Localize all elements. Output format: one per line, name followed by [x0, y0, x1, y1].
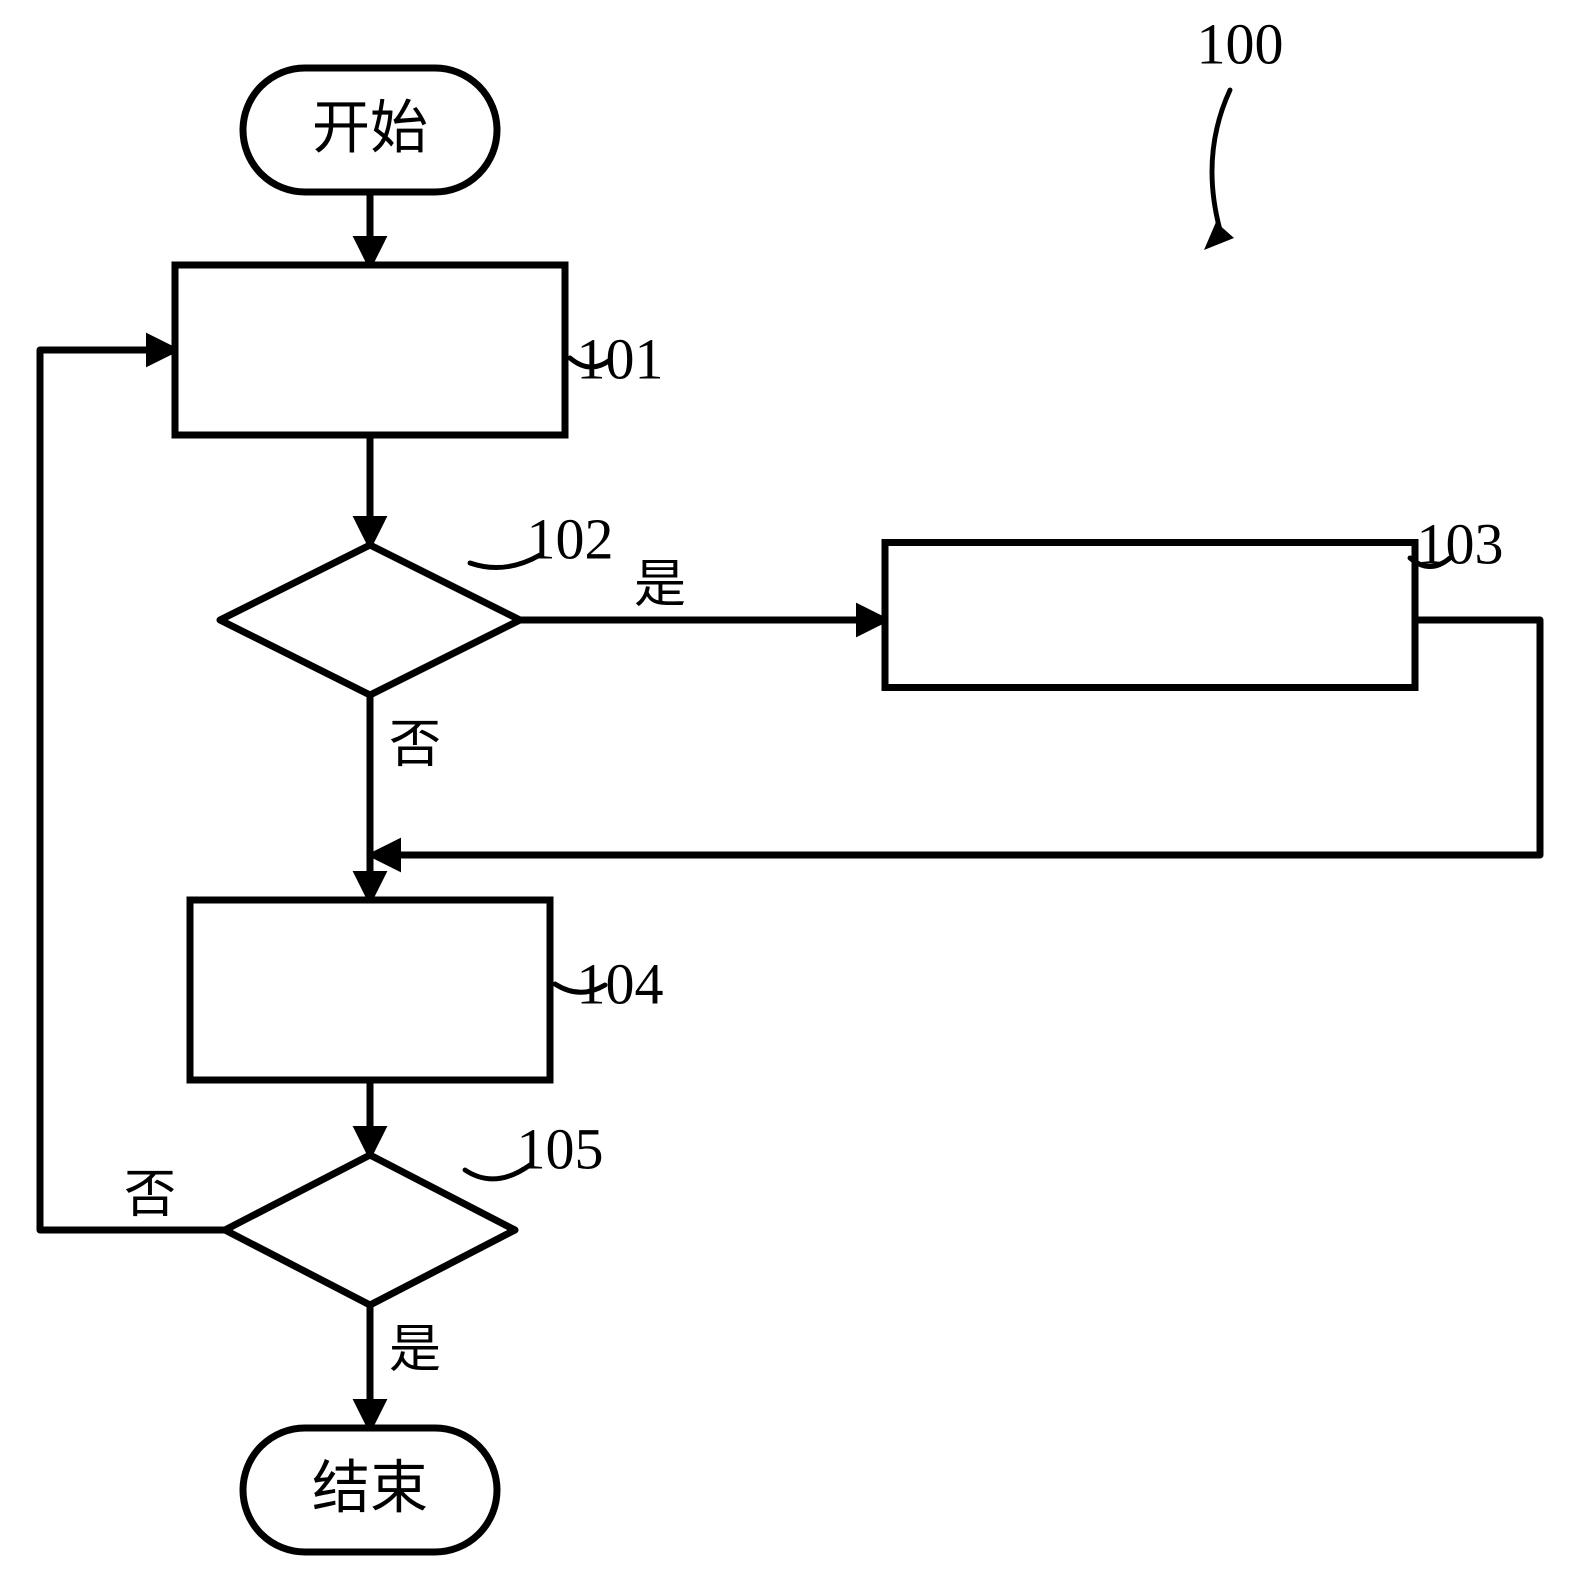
decision-node	[225, 1155, 515, 1305]
edge-branch-label: 否	[124, 1167, 176, 1224]
edge-branch-label: 是	[389, 1322, 441, 1379]
process-node	[190, 900, 550, 1080]
process-node	[885, 543, 1415, 688]
figure-ref-arrowhead	[1204, 222, 1234, 250]
edge-branch-label: 是	[634, 557, 686, 614]
ref-label: 104	[577, 951, 664, 1016]
terminal-label: 结束	[312, 1455, 428, 1520]
figure-ref-label: 100	[1197, 11, 1284, 76]
ref-label: 105	[517, 1116, 604, 1181]
ref-label: 101	[577, 326, 664, 391]
terminal-label: 开始	[312, 95, 428, 160]
ref-label: 102	[527, 506, 614, 571]
edge-branch-label: 否	[389, 717, 441, 774]
figure-ref-leader	[1212, 90, 1230, 230]
ref-label: 103	[1417, 511, 1504, 576]
process-node	[175, 265, 565, 435]
flow-edge	[40, 350, 225, 1230]
decision-node	[220, 545, 520, 695]
